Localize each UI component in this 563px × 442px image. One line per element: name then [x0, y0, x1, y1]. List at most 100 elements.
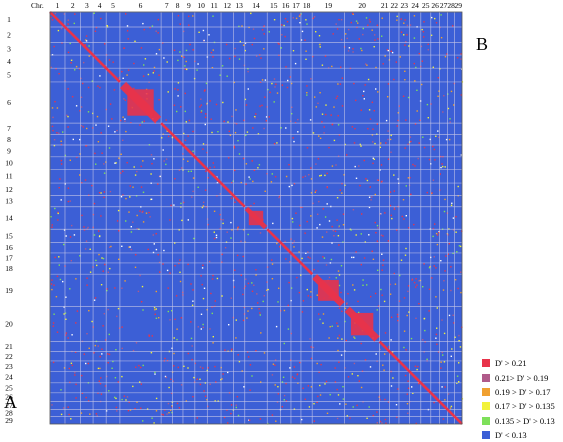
top-label-chr-22: 22 [391, 1, 399, 10]
diagonal-segment [92, 54, 108, 70]
legend-label-1: D' > 0.21 [495, 358, 527, 369]
diagonal-segment [290, 252, 302, 264]
top-label-chr-8: 8 [176, 1, 180, 10]
top-label-chr-15: 15 [270, 1, 278, 10]
top-label-chr-17: 17 [292, 1, 300, 10]
legend-swatch-2 [482, 373, 490, 382]
chr-header: Chr. [31, 1, 44, 10]
top-label-chr-11: 11 [211, 1, 218, 10]
diagonal-segment [438, 400, 449, 411]
diagonal-segment [64, 26, 82, 44]
left-label-chr-25: 25 [5, 383, 13, 392]
legend: D' > 0.21 0.21> D' > 0.19 0.19 > D' > 0.… [482, 356, 555, 442]
top-label-chr-26: 26 [431, 1, 439, 10]
left-label-chr-1: 1 [7, 15, 11, 24]
left-label-chr-9: 9 [7, 146, 11, 155]
chromosome-labels: Chr. 112233445566778899101011111212131314… [5, 1, 462, 425]
top-label-chr-13: 13 [235, 1, 243, 10]
top-label-chr-14: 14 [252, 1, 260, 10]
diagonal-segment [182, 144, 196, 158]
diagonal-segment [429, 391, 441, 403]
diagonal-segment [193, 155, 209, 171]
left-label-chr-28: 28 [5, 409, 13, 418]
legend-swatch-3 [482, 387, 490, 396]
diagonal-segment [220, 182, 235, 197]
left-label-chr-21: 21 [5, 342, 13, 351]
left-label-chr-27: 27 [5, 401, 13, 410]
legend-swatch-5 [482, 416, 490, 425]
left-label-chr-3: 3 [7, 44, 11, 53]
top-label-chr-21: 21 [381, 1, 389, 10]
top-label-chr-1: 1 [56, 1, 60, 10]
diagonal-segment [446, 408, 456, 418]
legend-label-4: 0.17 > D' > 0.135 [495, 401, 555, 412]
legend-swatch-1 [482, 359, 490, 368]
top-label-chr-4: 4 [98, 1, 102, 10]
legend-item-3: 0.19 > D' > 0.17 [482, 385, 555, 399]
diagonal-segment [300, 262, 314, 276]
diagonal-segment [419, 381, 432, 394]
legend-item-4: 0.17 > D' > 0.135 [482, 399, 555, 413]
diagonal-segment [388, 350, 400, 362]
top-label-chr-5: 5 [111, 1, 115, 10]
left-label-chr-15: 15 [5, 231, 13, 240]
diagonal-segment [206, 168, 222, 184]
panel-label-b: B [476, 34, 489, 54]
left-label-chr-22: 22 [5, 352, 13, 361]
top-label-chr-28: 28 [447, 1, 455, 10]
left-label-chr-11: 11 [5, 172, 12, 181]
legend-label-6: D' < 0.13 [495, 430, 527, 441]
top-label-chr-27: 27 [440, 1, 448, 10]
left-label-chr-8: 8 [7, 135, 11, 144]
diagonal-segment [105, 67, 121, 83]
left-label-chr-5: 5 [7, 71, 11, 80]
top-label-chr-10: 10 [197, 1, 205, 10]
left-label-chr-6: 6 [7, 98, 11, 107]
top-label-chr-24: 24 [411, 1, 419, 10]
top-label-chr-3: 3 [85, 1, 89, 10]
left-label-chr-19: 19 [5, 286, 13, 295]
top-label-chr-29: 29 [455, 1, 463, 10]
panel-label-a: A [4, 392, 17, 412]
legend-label-5: 0.135 > D' > 0.13 [495, 415, 555, 426]
legend-label-2: 0.21> D' > 0.19 [495, 372, 549, 383]
top-label-chr-25: 25 [422, 1, 430, 10]
matrix-frame [49, 11, 463, 425]
chromosome-gridlines [49, 11, 462, 424]
diagonal-segment [266, 228, 282, 244]
top-label-chr-18: 18 [303, 1, 311, 10]
left-label-chr-24: 24 [5, 373, 13, 382]
legend-item-1: D' > 0.21 [482, 356, 555, 370]
diagonal-segment [232, 194, 246, 208]
left-label-chr-18: 18 [5, 264, 13, 273]
left-label-chr-29: 29 [5, 416, 13, 425]
diagonal-segment [171, 133, 184, 146]
diagonal-ld [49, 11, 463, 425]
left-label-chr-14: 14 [5, 214, 13, 223]
left-label-chr-16: 16 [5, 243, 13, 252]
top-label-chr-19: 19 [325, 1, 333, 10]
ld-heatmap: Chr. 112233445566778899101011111212131314… [5, 1, 464, 425]
top-label-chr-23: 23 [401, 1, 409, 10]
top-label-chr-9: 9 [187, 1, 191, 10]
top-label-chr-20: 20 [358, 1, 366, 10]
legend-item-6: D' < 0.13 [482, 428, 555, 442]
left-label-chr-12: 12 [5, 185, 13, 194]
diagonal-segment [49, 11, 66, 28]
diagonal-segment [453, 415, 463, 425]
legend-swatch-6 [482, 431, 490, 440]
top-label-chr-12: 12 [224, 1, 232, 10]
left-label-chr-26: 26 [5, 393, 13, 402]
top-label-chr-16: 16 [282, 1, 290, 10]
legend-label-3: 0.19 > D' > 0.17 [495, 386, 551, 397]
top-label-chr-2: 2 [71, 1, 75, 10]
left-label-chr-4: 4 [7, 57, 11, 66]
left-label-chr-13: 13 [5, 197, 13, 206]
left-label-chr-23: 23 [5, 362, 13, 371]
legend-item-2: 0.21> D' > 0.19 [482, 370, 555, 384]
diagonal-segment [408, 370, 422, 384]
diagonal-segment [279, 241, 292, 254]
left-label-chr-7: 7 [7, 124, 11, 133]
legend-swatch-4 [482, 402, 490, 411]
legend-item-5: 0.135 > D' > 0.13 [482, 414, 555, 428]
